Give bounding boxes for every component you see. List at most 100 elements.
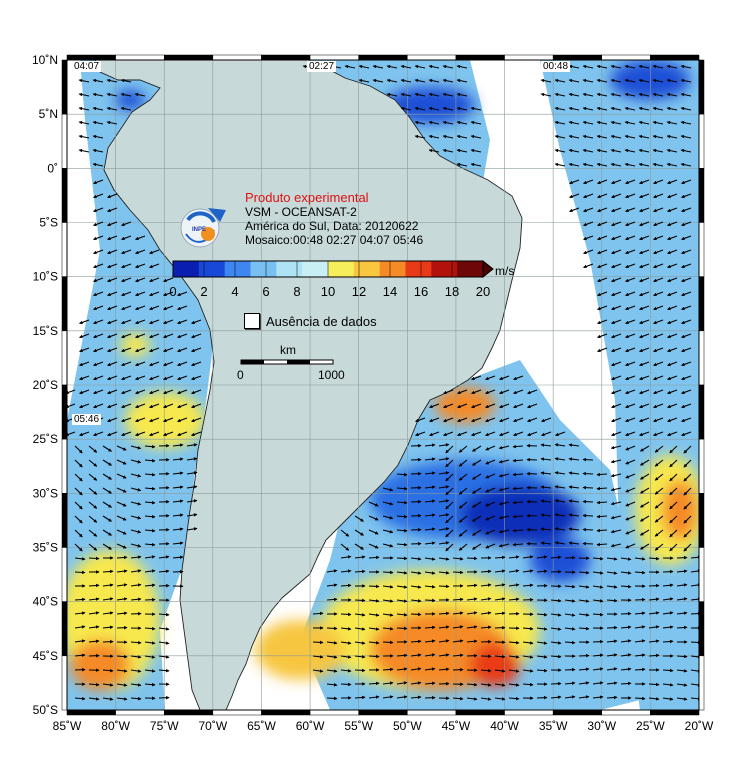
wind-arrow (653, 403, 664, 409)
wind-arrow (340, 529, 350, 537)
latitude-tick-label: 30˚S (33, 486, 58, 500)
wind-arrow (130, 515, 142, 520)
wind-arrow (638, 92, 650, 97)
wind-arrow (79, 319, 90, 325)
wind-arrow (624, 78, 636, 83)
wind-arrow (88, 473, 98, 481)
wind-arrow (340, 543, 350, 551)
wind-arrow (106, 78, 118, 83)
colorbar-tick-label: 2 (200, 284, 207, 299)
wind-arrow (494, 611, 506, 616)
wind-arrow (106, 92, 118, 97)
wind-arrow (445, 543, 454, 552)
wind-arrow (669, 543, 678, 552)
wind-arrow (680, 162, 692, 167)
wind-arrow (620, 639, 632, 643)
wind-arrow (480, 668, 492, 673)
wind-arrow (681, 375, 692, 381)
wind-arrow (652, 64, 664, 69)
wind-arrow (410, 695, 422, 700)
wind-arrow (606, 571, 618, 575)
wind-arrow (466, 697, 478, 701)
wind-arrow (396, 653, 408, 658)
wind-arrow (191, 347, 202, 353)
wind-arrow (690, 669, 699, 673)
wind-arrow (522, 669, 534, 673)
wind-arrow (639, 361, 650, 367)
wind-arrow (452, 653, 464, 658)
wind-arrow (368, 681, 380, 686)
wind-arrow (107, 403, 118, 409)
wind-arrow (116, 445, 127, 451)
wind-arrow (121, 333, 132, 339)
wind-arrow (597, 291, 608, 297)
wind-arrow (639, 319, 650, 325)
wind-arrow (438, 584, 450, 589)
wind-arrow (144, 458, 156, 463)
wind-arrow (88, 597, 100, 601)
wind-arrow (582, 106, 594, 111)
wind-arrow (472, 515, 482, 522)
wind-arrow (666, 92, 678, 97)
wind-arrow (102, 625, 114, 630)
wind-arrow (130, 655, 142, 659)
colorbar-segment (379, 261, 406, 277)
wind-arrow (638, 64, 650, 69)
wind-arrow (550, 555, 562, 560)
wind-arrow (372, 78, 384, 83)
wind-arrow (354, 515, 364, 522)
wind-arrow (93, 221, 104, 227)
wind-arrow (681, 277, 692, 283)
wind-arrow (596, 472, 608, 477)
wind-arrow (445, 445, 454, 454)
pass-label: 05:46 (72, 414, 102, 425)
wind-arrow (472, 445, 482, 452)
wind-arrow (550, 613, 562, 617)
wind-arrow (102, 569, 114, 574)
wind-arrow (144, 569, 156, 573)
wind-arrow (653, 291, 664, 297)
wind-arrow (130, 555, 142, 559)
wind-arrow (354, 627, 366, 631)
wind-arrow (639, 459, 650, 466)
wind-arrow (428, 134, 440, 139)
wind-arrow (456, 162, 468, 167)
wind-arrow (458, 501, 468, 509)
wind-arrow (666, 106, 678, 111)
wind-arrow (472, 459, 482, 466)
wind-arrow (639, 193, 650, 199)
wind-arrow (340, 669, 352, 673)
wind-arrow (597, 333, 608, 339)
wind-arrow (382, 487, 394, 492)
wind-arrow (149, 361, 160, 367)
wind-arrow (522, 626, 534, 631)
colorbar-segment (302, 261, 329, 277)
wind-arrow (88, 639, 100, 644)
wind-arrow (93, 305, 104, 311)
wind-arrow (144, 528, 156, 533)
wind-arrow (135, 235, 146, 241)
wind-arrow (498, 445, 510, 450)
wind-arrow (597, 347, 608, 353)
wind-arrow (480, 683, 492, 687)
wind-arrow (606, 653, 618, 657)
wind-arrow (442, 64, 454, 69)
wind-arrow (610, 106, 622, 111)
wind-arrow (690, 597, 699, 601)
wind-arrow (130, 683, 142, 687)
wind-arrow (116, 473, 127, 479)
wind-arrow (78, 78, 90, 83)
wind-arrow (564, 681, 576, 685)
wind-arrow (424, 541, 436, 545)
wind-arrow (639, 417, 650, 423)
wind-arrow (667, 291, 678, 297)
wind-arrow (669, 473, 678, 482)
wind-arrow (610, 64, 622, 69)
wind-arrow (163, 333, 174, 339)
wind-arrow (690, 683, 699, 687)
wind-arrow (610, 501, 622, 506)
wind-arrow (611, 347, 622, 353)
wind-arrow (620, 667, 632, 671)
wind-arrow (568, 64, 580, 69)
wind-arrow (522, 655, 534, 659)
